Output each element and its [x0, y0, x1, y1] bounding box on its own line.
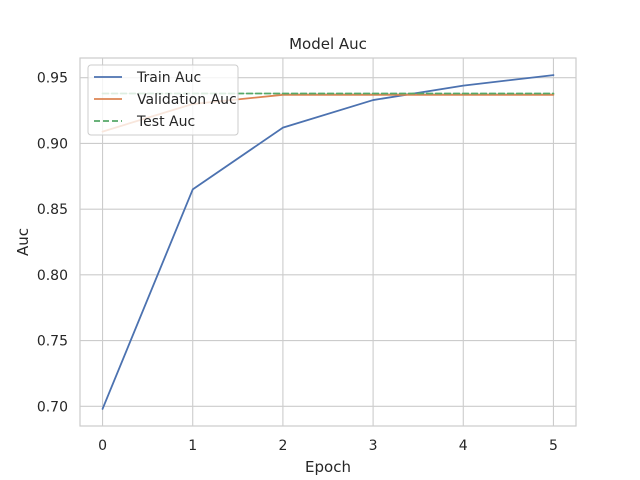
y-axis-title: Auc	[14, 228, 32, 256]
legend-label: Test Auc	[136, 114, 195, 130]
y-tick-labels: 0.70 0.75 0.80 0.85 0.90 0.95	[37, 71, 68, 416]
x-tick-label: 3	[369, 438, 378, 454]
legend-label: Train Auc	[136, 70, 201, 86]
chart-title: Model Auc	[289, 35, 367, 53]
grid	[80, 58, 576, 426]
y-tick-label: 0.80	[37, 268, 68, 284]
x-axis-title: Epoch	[305, 458, 351, 476]
x-tick-label: 0	[98, 438, 107, 454]
plot-frame	[79, 57, 577, 427]
legend-box	[87, 64, 239, 136]
x-tick-label: 1	[188, 438, 197, 454]
y-tick-label: 0.85	[37, 202, 68, 218]
series-line-train-auc	[101, 74, 555, 410]
x-tick-label: 4	[459, 438, 468, 454]
legend-label: Validation Auc	[137, 92, 237, 108]
y-tick-label: 0.70	[37, 399, 68, 415]
x-tick-label: 5	[549, 438, 558, 454]
x-tick-label: 2	[278, 438, 287, 454]
y-tick-label: 0.95	[37, 71, 68, 87]
y-tick-label: 0.75	[37, 334, 68, 350]
x-tick-labels: 0 1 2 3 4 5	[98, 438, 558, 454]
legend: Train Auc Validation Auc Test Auc	[87, 64, 239, 136]
y-tick-label: 0.90	[37, 136, 68, 152]
